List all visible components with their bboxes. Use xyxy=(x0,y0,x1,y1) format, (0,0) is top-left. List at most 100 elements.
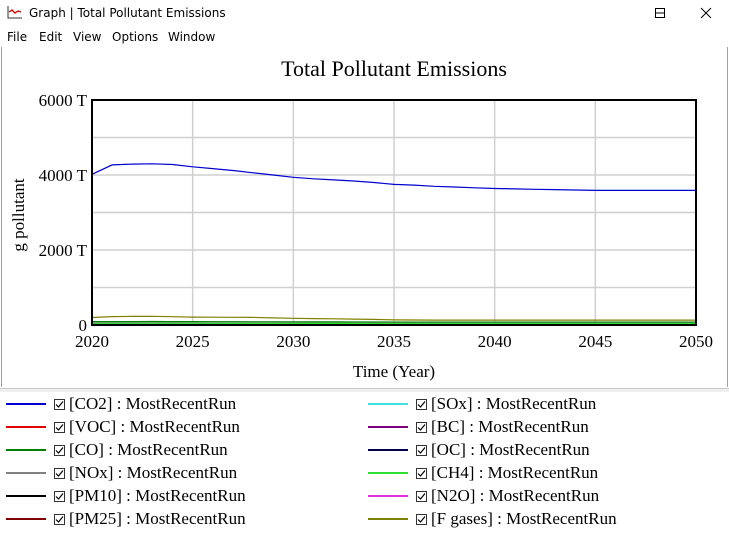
x-tick-label: 2030 xyxy=(276,332,310,351)
x-tick-label: 2025 xyxy=(176,332,210,351)
legend-swatch xyxy=(368,449,408,451)
x-tick-label: 2050 xyxy=(679,332,713,351)
legend-swatch xyxy=(368,403,408,405)
y-axis-label: g pollutant xyxy=(9,178,28,251)
legend-item[interactable]: [CH4] : MostRecentRun xyxy=(368,462,598,484)
legend-swatch xyxy=(368,518,408,520)
legend-item[interactable]: [VOC] : MostRecentRun xyxy=(6,416,240,438)
menu-window[interactable]: Window xyxy=(168,30,216,44)
legend-label: [CO] : MostRecentRun xyxy=(69,440,228,459)
legend-item[interactable]: [BC] : MostRecentRun xyxy=(368,416,589,438)
legend-label: [N2O] : MostRecentRun xyxy=(431,486,600,505)
minimize-icon xyxy=(655,12,665,14)
checkmark-icon xyxy=(55,492,64,500)
legend-swatch xyxy=(368,426,408,428)
legend-swatch xyxy=(6,426,46,428)
legend-item[interactable]: [NOx] : MostRecentRun xyxy=(6,462,237,484)
checkmark-icon xyxy=(55,423,64,431)
legend: [CO2] : MostRecentRun [VOC] : MostRecentR… xyxy=(0,392,729,535)
menu-view[interactable]: View xyxy=(73,30,102,44)
plot-frame xyxy=(91,99,697,326)
maximize-button[interactable] xyxy=(637,0,683,26)
legend-label: [NOx] : MostRecentRun xyxy=(69,463,238,482)
checkmark-icon xyxy=(417,446,426,454)
legend-label: [F gases] : MostRecentRun xyxy=(431,509,617,528)
x-axis-label: Time (Year) xyxy=(353,362,435,381)
legend-item[interactable]: [PM10] : MostRecentRun xyxy=(6,485,246,507)
legend-checkbox[interactable] xyxy=(54,421,65,433)
legend-item[interactable]: [PM25] : MostRecentRun xyxy=(6,508,246,530)
checkmark-icon xyxy=(55,400,64,408)
legend-item[interactable]: [CO] : MostRecentRun xyxy=(6,439,228,461)
x-tick-label: 2035 xyxy=(377,332,411,351)
legend-label: [PM10] : MostRecentRun xyxy=(69,486,246,505)
series-line-11 xyxy=(91,315,696,321)
window-titlebar: Graph | Total Pollutant Emissions xyxy=(0,0,729,26)
checkmark-icon xyxy=(417,492,426,500)
legend-swatch xyxy=(6,472,46,474)
menu-edit[interactable]: Edit xyxy=(39,30,63,44)
checkmark-icon xyxy=(417,400,426,408)
grid-lines xyxy=(92,100,696,325)
graph-app-icon xyxy=(7,6,22,19)
menu-file[interactable]: File xyxy=(7,30,28,44)
x-tick-label: 2045 xyxy=(578,332,612,351)
checkmark-icon xyxy=(417,515,426,523)
maximize-button-left[interactable] xyxy=(591,0,637,26)
legend-checkbox[interactable] xyxy=(416,421,427,433)
legend-label: [PM25] : MostRecentRun xyxy=(69,509,246,528)
legend-item[interactable]: [SOx] : MostRecentRun xyxy=(368,393,596,415)
checkmark-icon xyxy=(417,469,426,477)
legend-checkbox[interactable] xyxy=(54,490,65,502)
legend-checkbox[interactable] xyxy=(416,398,427,410)
x-tick-label: 2020 xyxy=(75,332,109,351)
legend-item[interactable]: [N2O] : MostRecentRun xyxy=(368,485,599,507)
legend-label: [SOx] : MostRecentRun xyxy=(431,394,597,413)
y-tick-label: 2000 T xyxy=(39,241,88,260)
series-line-0 xyxy=(91,163,696,191)
legend-checkbox[interactable] xyxy=(54,398,65,410)
y-tick-label: 4000 T xyxy=(39,166,88,185)
legend-label: [OC] : MostRecentRun xyxy=(431,440,590,459)
legend-label: [BC] : MostRecentRun xyxy=(431,417,589,436)
menu-options[interactable]: Options xyxy=(112,30,159,44)
line-chart: Total Pollutant Emissions 2020 2025 2030 20… xyxy=(9,56,713,381)
menu-bar: File Edit View Options Window xyxy=(0,27,729,47)
legend-splitter[interactable] xyxy=(0,388,729,393)
legend-swatch xyxy=(368,495,408,497)
legend-swatch xyxy=(6,403,46,405)
legend-swatch xyxy=(6,449,46,451)
checkmark-icon xyxy=(55,469,64,477)
legend-checkbox[interactable] xyxy=(54,513,65,525)
chart-title: Total Pollutant Emissions xyxy=(281,56,507,81)
legend-checkbox[interactable] xyxy=(54,444,65,456)
checkmark-icon xyxy=(55,515,64,523)
checkmark-icon xyxy=(417,423,426,431)
close-icon xyxy=(700,7,712,19)
y-tick-label: 0 xyxy=(79,316,88,335)
legend-swatch xyxy=(368,472,408,474)
legend-item[interactable]: [OC] : MostRecentRun xyxy=(368,439,590,461)
legend-checkbox[interactable] xyxy=(416,513,427,525)
series-line-2 xyxy=(92,320,696,323)
axis-ticks: 2020 2025 2030 2035 2040 2045 2050 0 2000 T 4000 … xyxy=(39,91,713,351)
legend-checkbox[interactable] xyxy=(54,467,65,479)
graph-panel: Total Pollutant Emissions 2020 2025 2030 20… xyxy=(1,47,728,387)
checkmark-icon xyxy=(55,446,64,454)
legend-swatch xyxy=(6,518,46,520)
legend-swatch xyxy=(6,495,46,497)
legend-item[interactable]: [F gases] : MostRecentRun xyxy=(368,508,617,530)
y-tick-label: 6000 T xyxy=(39,91,88,110)
legend-checkbox[interactable] xyxy=(416,490,427,502)
legend-checkbox[interactable] xyxy=(416,444,427,456)
legend-label: [CO2] : MostRecentRun xyxy=(69,394,237,413)
x-tick-label: 2040 xyxy=(478,332,512,351)
close-button[interactable] xyxy=(683,0,729,26)
minimize-button[interactable] xyxy=(637,0,683,26)
legend-label: [CH4] : MostRecentRun xyxy=(431,463,599,482)
window-title: Graph | Total Pollutant Emissions xyxy=(29,6,226,20)
legend-checkbox[interactable] xyxy=(416,467,427,479)
legend-label: [VOC] : MostRecentRun xyxy=(69,417,240,436)
maximize-icon xyxy=(655,8,665,18)
legend-item[interactable]: [CO2] : MostRecentRun xyxy=(6,393,236,415)
